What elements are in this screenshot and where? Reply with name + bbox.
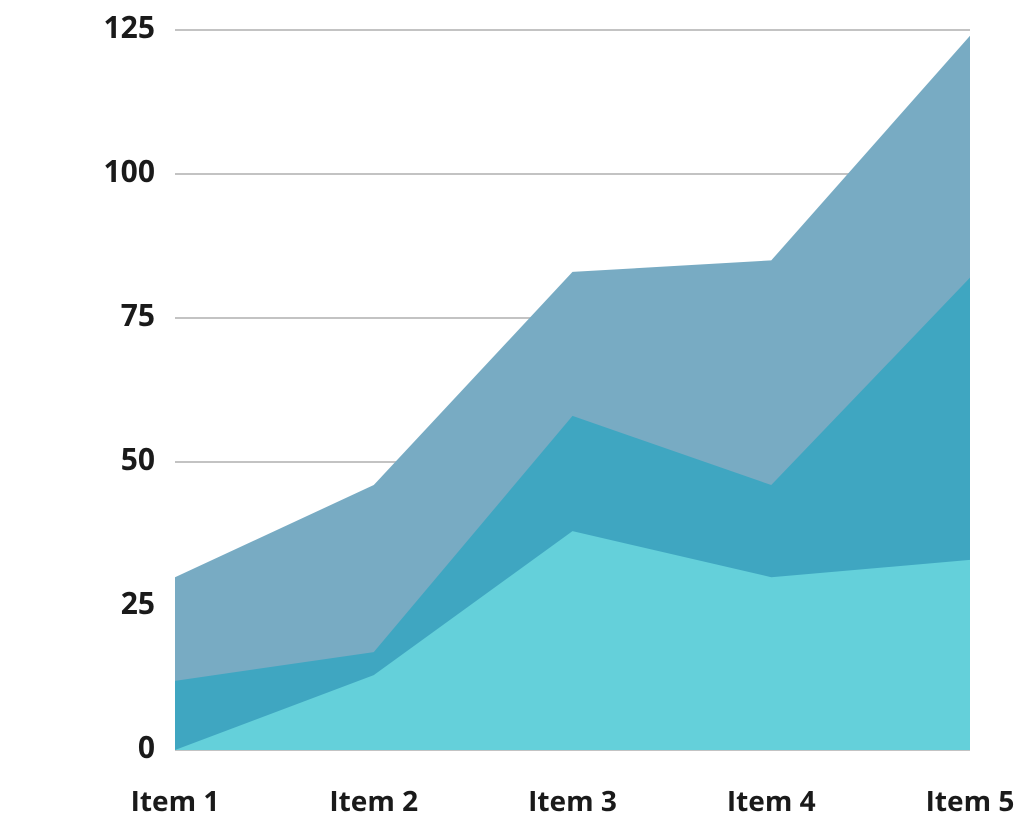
- x-tick-label: Item 3: [528, 782, 617, 819]
- x-tick-label: Item 1: [131, 782, 220, 819]
- y-tick-label: 50: [121, 438, 155, 479]
- chart-svg: 0 25 50 75 100 125 Item 1 Item 2 Item 3 Item 4 Ite…: [0, 0, 1024, 819]
- y-tick-label: 75: [121, 294, 155, 335]
- y-tick-label: 0: [138, 726, 155, 767]
- y-tick-label: 100: [104, 150, 155, 191]
- x-tick-label: Item 4: [727, 782, 816, 819]
- y-tick-label: 125: [104, 6, 155, 47]
- y-tick-label: 25: [121, 582, 155, 623]
- x-tick-label: Item 5: [926, 782, 1015, 819]
- area-chart: 0 25 50 75 100 125 Item 1 Item 2 Item 3 Item 4 Ite…: [0, 0, 1024, 819]
- x-tick-label: Item 2: [329, 782, 418, 819]
